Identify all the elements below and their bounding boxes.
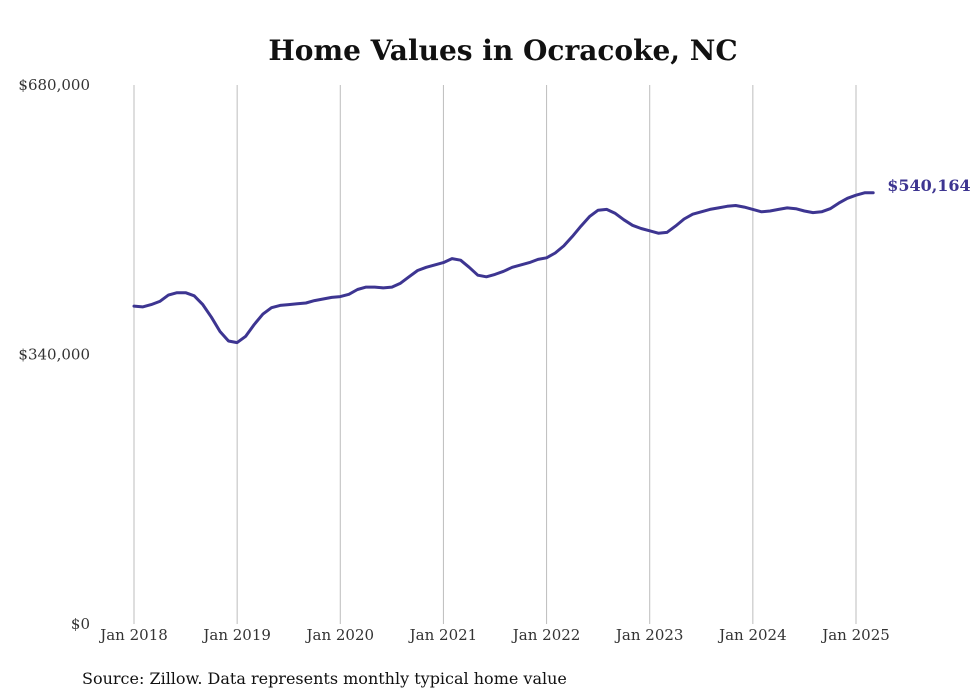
x-tick-label: Jan 2021 (408, 626, 478, 644)
x-tick-label: Jan 2023 (614, 626, 684, 644)
x-tick-label: Jan 2020 (305, 626, 375, 644)
latest-value-label: $540,164 (887, 176, 971, 195)
chart-title: Home Values in Ocracoke, NC (268, 34, 737, 67)
y-tick-label: $680,000 (18, 76, 90, 94)
x-tick-label: Jan 2024 (717, 626, 787, 644)
x-grid (133, 85, 857, 624)
y-axis-ticks: $0 $340,000 $680,000 (18, 76, 90, 633)
y-tick-label: $0 (71, 615, 90, 633)
home-value-line (132, 191, 875, 345)
x-tick-label: Jan 2018 (98, 626, 168, 644)
x-tick-label: Jan 2022 (511, 626, 581, 644)
x-tick-label: Jan 2019 (201, 626, 271, 644)
x-axis-ticks: Jan 2018 Jan 2019 Jan 2020 Jan 2021 Jan 2022… (98, 626, 890, 644)
x-tick-label: Jan 2025 (820, 626, 890, 644)
source-note: Source: Zillow. Data represents monthly … (82, 669, 567, 688)
y-tick-label: $340,000 (18, 346, 90, 364)
